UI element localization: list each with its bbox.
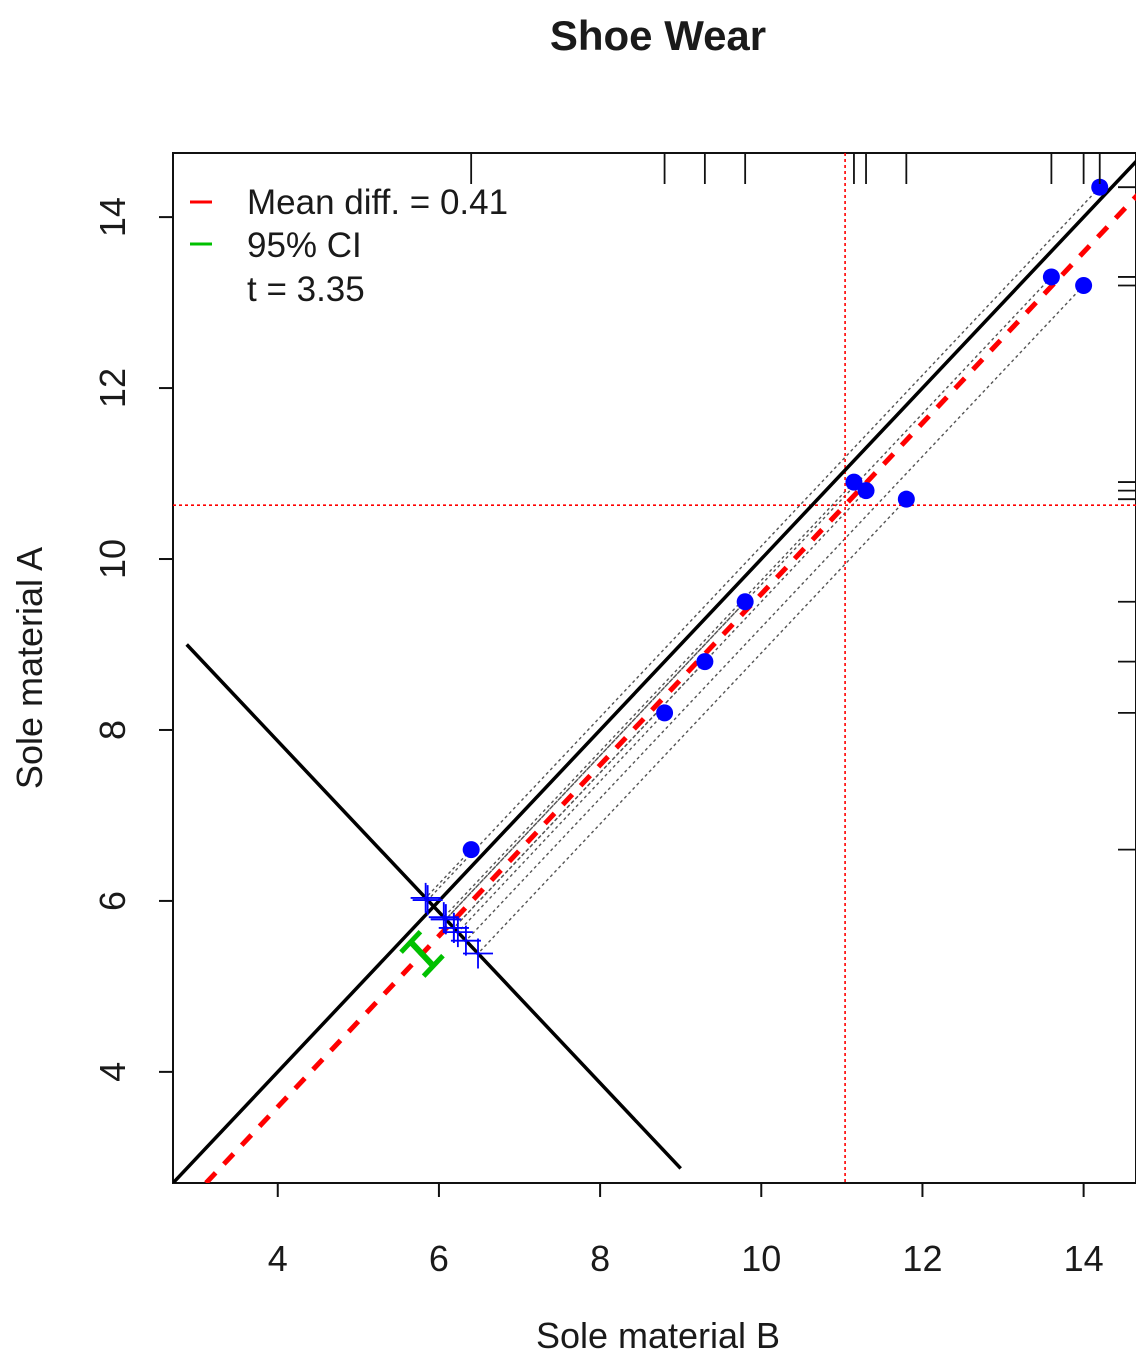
data-point-8 [656,704,674,722]
x-tick-label-10: 10 [741,1238,781,1279]
x-tick-label-4: 4 [268,1238,288,1279]
y-tick-label-10: 10 [92,539,133,579]
x-tick-label-12: 12 [902,1238,942,1279]
chart-title: Shoe Wear [550,12,766,59]
projection-connector-5 [477,498,907,954]
ci-bar-cap-1 [421,953,445,978]
data-point-2 [1075,276,1093,294]
x-axis: 4 6 8 10 12 14 [268,1183,1104,1279]
y-tick-label-4: 4 [92,1062,133,1082]
mean-difference-line [204,192,1136,1183]
y-tick-label-14: 14 [92,197,133,237]
x-tick-label-6: 6 [429,1238,449,1279]
reference-lines [173,153,1136,1183]
y-tick-label-6: 6 [92,891,133,911]
y-axis-label: Sole material A [9,547,50,789]
legend-label-ci: 95% CI [247,226,362,265]
projection-cross-5 [463,938,494,969]
projection-cross-0 [412,885,443,916]
data-points [410,178,1109,969]
x-tick-label-8: 8 [590,1238,610,1279]
projection-cross-2 [450,925,481,956]
legend-label-mean-diff: Mean diff. = 0.41 [247,183,508,222]
projection-connector-8 [457,712,666,933]
projection-connector-6 [445,601,746,920]
x-tick-label-14: 14 [1064,1238,1104,1279]
projection-connector-9 [425,849,472,899]
projection-connector-2 [465,285,1085,942]
ci-bar [408,939,436,968]
projection-cross-7 [438,912,469,943]
plot-frame [172,152,1136,1184]
data-point-9 [462,841,480,859]
x-axis-label: Sole material B [536,1315,780,1356]
projection-connector-3 [443,481,855,918]
data-point-1 [1042,268,1060,286]
data-point-6 [736,593,754,611]
projection-cross-6 [430,904,461,935]
data-point-7 [696,653,714,671]
legend-label-t-stat: t = 3.35 [247,270,365,309]
ci-bar-cap-0 [399,929,423,954]
y-tick-label-12: 12 [92,368,133,408]
y-tick-label-8: 8 [92,720,133,740]
rug-marks [470,153,1136,851]
anti-diagonal-line [185,643,682,1170]
data-point-4 [857,482,875,500]
data-point-0 [1091,178,1109,196]
projection-cross-8 [442,917,473,948]
identity-line [173,158,1136,1183]
projection-cross-9 [410,882,441,913]
data-point-3 [845,473,863,491]
y-axis: 4 6 8 10 12 14 [92,197,173,1082]
legend: Mean diff. = 0.41 95% CI t = 3.35 [190,183,508,309]
projection-connector-0 [427,186,1101,901]
data-point-5 [897,490,915,508]
